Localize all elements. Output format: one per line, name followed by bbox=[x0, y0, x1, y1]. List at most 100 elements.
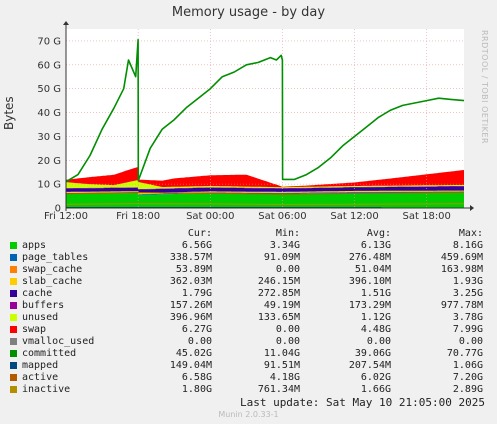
legend-min: 3.34G bbox=[269, 240, 300, 251]
x-tick-label: Sat 18:00 bbox=[403, 211, 451, 222]
legend-avg: 51.04M bbox=[354, 264, 391, 275]
legend-cur: 396.96M bbox=[169, 312, 212, 323]
x-tick-label: Fri 12:00 bbox=[44, 211, 88, 222]
legend-max: 7.20G bbox=[452, 372, 483, 383]
legend-cur: 1.79G bbox=[181, 288, 212, 299]
y-tick-label: 0 bbox=[55, 204, 61, 215]
x-tick-label: Sat 00:00 bbox=[186, 211, 234, 222]
x-axis-arrow bbox=[470, 205, 474, 211]
area-swap bbox=[66, 166, 464, 188]
area-unused bbox=[66, 180, 464, 190]
legend-header-cur: Cur: bbox=[187, 228, 212, 239]
legend-min: 133.65M bbox=[257, 312, 300, 323]
legend-min: 91.51M bbox=[263, 360, 300, 371]
legend-cur: 149.04M bbox=[169, 360, 212, 371]
legend-cur: 6.58G bbox=[181, 372, 212, 383]
legend-min: 4.18G bbox=[269, 372, 300, 383]
legend-swatch bbox=[10, 301, 17, 309]
legend-avg: 1.66G bbox=[360, 384, 391, 395]
legend-cur: 45.02G bbox=[175, 348, 212, 359]
legend-cur: 338.57M bbox=[169, 252, 212, 263]
legend-max: 70.77G bbox=[446, 348, 483, 359]
legend-max: 459.69M bbox=[440, 252, 483, 263]
legend-label: swap_cache bbox=[22, 264, 83, 275]
rrdtool-watermark: RRDTOOL / TOBI OETIKER bbox=[480, 30, 489, 145]
legend-row-swap: swap 6.27G 0.00 4.48G 7.99G bbox=[10, 324, 483, 336]
legend-row-slab-cache: slab_cache 362.03M 246.15M 396.10M 1.93G bbox=[10, 276, 483, 288]
legend-row-swap-cache: swap_cache 53.89M 0.00 51.04M 163.98M bbox=[10, 264, 483, 276]
legend-label: committed bbox=[22, 348, 77, 359]
legend-cur: 0.00 bbox=[187, 336, 212, 347]
x-tick-label: Sat 06:00 bbox=[258, 211, 306, 222]
legend-swatch bbox=[10, 289, 17, 297]
legend: Cur: Min: Avg: Max: apps 6.56G 3.34G 6.13G 8… bbox=[10, 228, 490, 396]
legend-header-min: Min: bbox=[275, 228, 300, 239]
legend-avg: 396.10M bbox=[348, 276, 391, 287]
legend-cur: 6.27G bbox=[181, 324, 212, 335]
legend-avg: 0.00 bbox=[366, 336, 391, 347]
legend-header-avg: Avg: bbox=[366, 228, 391, 239]
legend-row-unused: unused 396.96M 133.65M 1.12G 3.78G bbox=[10, 312, 483, 324]
legend-avg: 276.48M bbox=[348, 252, 391, 263]
legend-label: apps bbox=[22, 240, 47, 251]
legend-max: 1.06G bbox=[452, 360, 483, 371]
legend-label: unused bbox=[22, 312, 59, 323]
legend-min: 91.09M bbox=[263, 252, 300, 263]
legend-row-buffers: buffers 157.26M 49.19M 173.29M 977.78M bbox=[10, 300, 483, 312]
legend-cur: 362.03M bbox=[169, 276, 212, 287]
legend-max: 977.78M bbox=[440, 300, 483, 311]
legend-swatch bbox=[10, 325, 17, 333]
legend-row-page-tables: page_tables 338.57M 91.09M 276.48M 459.69M bbox=[10, 252, 483, 264]
line-inactive bbox=[65, 203, 465, 205]
legend-header-max: Max: bbox=[458, 228, 483, 239]
legend-label: active bbox=[22, 372, 59, 383]
legend-row-inactive: inactive 1.80G 761.34M 1.66G 2.89G bbox=[10, 384, 483, 396]
legend-swatch bbox=[10, 337, 17, 345]
legend-cur: 157.26M bbox=[169, 300, 212, 311]
chart-title: Memory usage - by day bbox=[171, 5, 326, 20]
legend-swatch bbox=[10, 277, 17, 285]
line-committed bbox=[65, 38, 465, 183]
legend-swatch bbox=[10, 265, 17, 273]
y-tick-label: 40 G bbox=[37, 108, 61, 119]
legend-cur: 1.80G bbox=[181, 384, 212, 395]
legend-avg: 6.13G bbox=[360, 240, 391, 251]
legend-min: 49.19M bbox=[263, 300, 300, 311]
legend-swatch bbox=[10, 349, 17, 357]
legend-label: cache bbox=[22, 288, 53, 299]
legend-avg: 207.54M bbox=[348, 360, 391, 371]
legend-label: vmalloc_used bbox=[22, 336, 95, 347]
legend-avg: 39.06G bbox=[354, 348, 391, 359]
legend-max: 3.25G bbox=[452, 288, 483, 299]
legend-label: page_tables bbox=[22, 252, 89, 263]
y-tick-label: 10 G bbox=[37, 180, 61, 191]
y-tick-label: 50 G bbox=[37, 84, 61, 95]
legend-label: inactive bbox=[22, 384, 71, 395]
line-active bbox=[65, 191, 465, 195]
legend-max: 163.98M bbox=[440, 264, 483, 275]
y-axis-arrow bbox=[63, 21, 69, 25]
last-update: Last update: Sat May 10 21:05:00 2025 bbox=[239, 396, 485, 409]
legend-avg: 6.02G bbox=[360, 372, 391, 383]
legend-swatch bbox=[10, 361, 17, 369]
legend-swatch bbox=[10, 373, 17, 381]
legend-max: 8.16G bbox=[452, 240, 483, 251]
legend-min: 11.04G bbox=[263, 348, 300, 359]
munin-version: Munin 2.0.33-1 bbox=[218, 410, 279, 419]
legend-max: 1.93G bbox=[452, 276, 483, 287]
legend-row-cache: cache 1.79G 272.85M 1.51G 3.25G bbox=[10, 288, 483, 300]
legend-max: 7.99G bbox=[452, 324, 483, 335]
chart-area: 0 10 G 20 G 30 G 40 G 50 G 60 G 70 G Fri 12:00 Fr… bbox=[37, 21, 474, 222]
legend-label: mapped bbox=[22, 360, 59, 371]
y-tick-label: 60 G bbox=[37, 60, 61, 71]
y-tick-label: 30 G bbox=[37, 132, 61, 143]
area-cache bbox=[66, 186, 464, 194]
legend-min: 246.15M bbox=[257, 276, 300, 287]
legend-row-active: active 6.58G 4.18G 6.02G 7.20G bbox=[10, 372, 483, 384]
y-tick-label: 20 G bbox=[37, 156, 61, 167]
legend-max: 3.78G bbox=[452, 312, 483, 323]
legend-row-committed: committed 45.02G 11.04G 39.06G 70.77G bbox=[10, 348, 483, 360]
legend-avg: 4.48G bbox=[360, 324, 391, 335]
legend-label: slab_cache bbox=[22, 276, 83, 287]
